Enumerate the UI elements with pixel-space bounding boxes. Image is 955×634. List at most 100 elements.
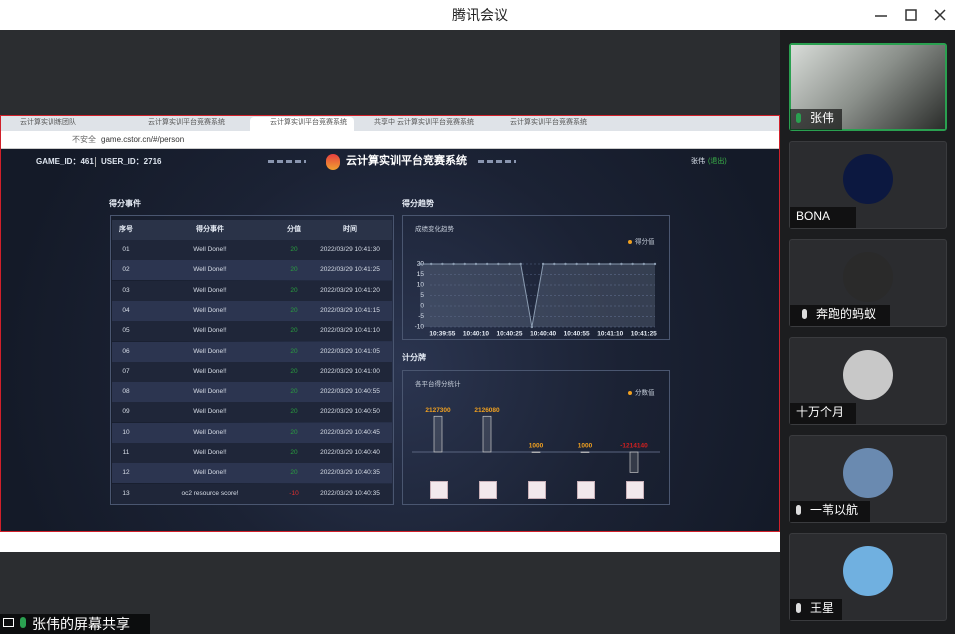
mic-icon [796, 505, 801, 515]
line-point [452, 262, 455, 266]
team-icon [626, 481, 644, 499]
bar [629, 451, 639, 473]
bar-label: 2126080 [474, 407, 500, 414]
table-row [112, 341, 392, 362]
url: game.cstor.cn/#/person [101, 135, 185, 144]
participant-name: 奔跑的蚂蚁 [816, 307, 877, 321]
table-cell: 2022/03/29 10:40:40 [320, 449, 380, 456]
line-point [553, 262, 556, 266]
y-tick-label: 10 [417, 282, 425, 289]
bar [580, 451, 590, 453]
bar [482, 415, 492, 453]
bar-label: 1000 [578, 443, 593, 450]
game-id: GAME_ID：461 [36, 157, 94, 166]
score-value: 20 [290, 347, 298, 355]
bar-label: 1000 [529, 443, 544, 450]
y-tick-label: 15 [417, 271, 425, 278]
app-title: 云计算实训平台竞赛系统 [346, 155, 467, 167]
avatar [843, 252, 893, 302]
table-row [112, 321, 392, 342]
table-cell: Well Done!! [193, 408, 227, 416]
tab-title: 共享中 云计算实训平台竞赛系统 [374, 119, 474, 126]
line-point [441, 262, 444, 266]
participant-name: 十万个月 [796, 405, 845, 419]
table-cell: Well Done!! [193, 246, 227, 253]
line-point [631, 262, 634, 266]
screen-bottom [0, 532, 780, 552]
avatar [843, 546, 893, 596]
table-cell: 2022/03/29 10:41:05 [320, 347, 380, 355]
panel-title: 得分事件 [109, 199, 141, 208]
table-row [112, 260, 392, 281]
table-cell: Well Done!! [193, 449, 227, 456]
chart-title: 各平台得分统计 [415, 381, 461, 388]
header-divider [95, 157, 96, 167]
line-point [519, 262, 522, 266]
line-point [575, 262, 578, 266]
table-row [112, 463, 392, 484]
tab-title: 云计算实训练团队 [20, 119, 76, 126]
score-value: 20 [290, 367, 298, 375]
table-cell: 12 [122, 469, 130, 477]
mic-icon [802, 309, 807, 319]
user-name: 张伟 [691, 158, 705, 165]
x-tick-label: 10:40:55 [564, 331, 590, 338]
avatar [843, 154, 893, 204]
table-cell: 2022/03/29 10:40:50 [320, 408, 380, 416]
table-cell: 2022/03/29 10:41:15 [320, 306, 380, 314]
table-cell: 01 [122, 246, 130, 253]
bar [433, 415, 443, 453]
line-point [586, 262, 590, 266]
table-cell: 13 [122, 489, 130, 497]
table-cell: Well Done!! [193, 286, 227, 294]
score-value: 20 [290, 286, 298, 294]
score-value: 20 [290, 469, 298, 477]
table-row [112, 382, 392, 403]
table-cell: 02 [122, 266, 130, 274]
table-cell: Well Done!! [193, 428, 227, 436]
column-header: 分值 [287, 226, 301, 233]
line-point [474, 262, 478, 266]
line-point [642, 262, 646, 266]
panel-title: 计分牌 [402, 353, 426, 362]
line-point [564, 262, 567, 266]
name-plate [790, 599, 842, 620]
table-cell: 2022/03/29 10:41:30 [320, 246, 380, 253]
table-cell: oc2 resource score! [181, 489, 239, 497]
table-cell: 2022/03/29 10:40:55 [320, 388, 380, 396]
name-plate [790, 207, 856, 228]
chart-frame [402, 370, 670, 505]
team-icon [479, 481, 497, 499]
share-icon [3, 618, 14, 627]
tab-title: 云计算实训平台竞赛系统 [510, 119, 587, 126]
table-cell: 2022/03/29 10:41:25 [320, 266, 380, 274]
legend-marker [628, 391, 632, 395]
line-point [609, 262, 612, 266]
table-cell: 05 [122, 327, 130, 335]
x-tick-label: 10:41:25 [631, 331, 657, 338]
mic-icon [20, 617, 26, 628]
table-cell: 11 [122, 449, 130, 456]
avatar [843, 350, 893, 400]
logout[interactable]: (退出) [708, 158, 727, 165]
title-bar [0, 0, 955, 30]
participant-name: 一苇以航 [810, 503, 859, 517]
avatar [843, 448, 893, 498]
score-value: 20 [290, 428, 298, 436]
line-point [418, 262, 422, 266]
window-controls[interactable] [870, 6, 950, 24]
score-value: 20 [290, 408, 298, 416]
active-tab [250, 117, 354, 131]
table-cell: Well Done!! [193, 388, 227, 396]
line-point [429, 262, 433, 266]
x-tick-label: 10:40:40 [530, 331, 556, 338]
table-cell: 07 [122, 367, 130, 375]
table-cell: Well Done!! [193, 347, 227, 355]
legend-marker [628, 240, 632, 244]
name-plate [790, 305, 890, 326]
table-row [112, 402, 392, 423]
legend-label: 得分值 [635, 237, 655, 246]
table-cell: Well Done!! [193, 327, 227, 335]
